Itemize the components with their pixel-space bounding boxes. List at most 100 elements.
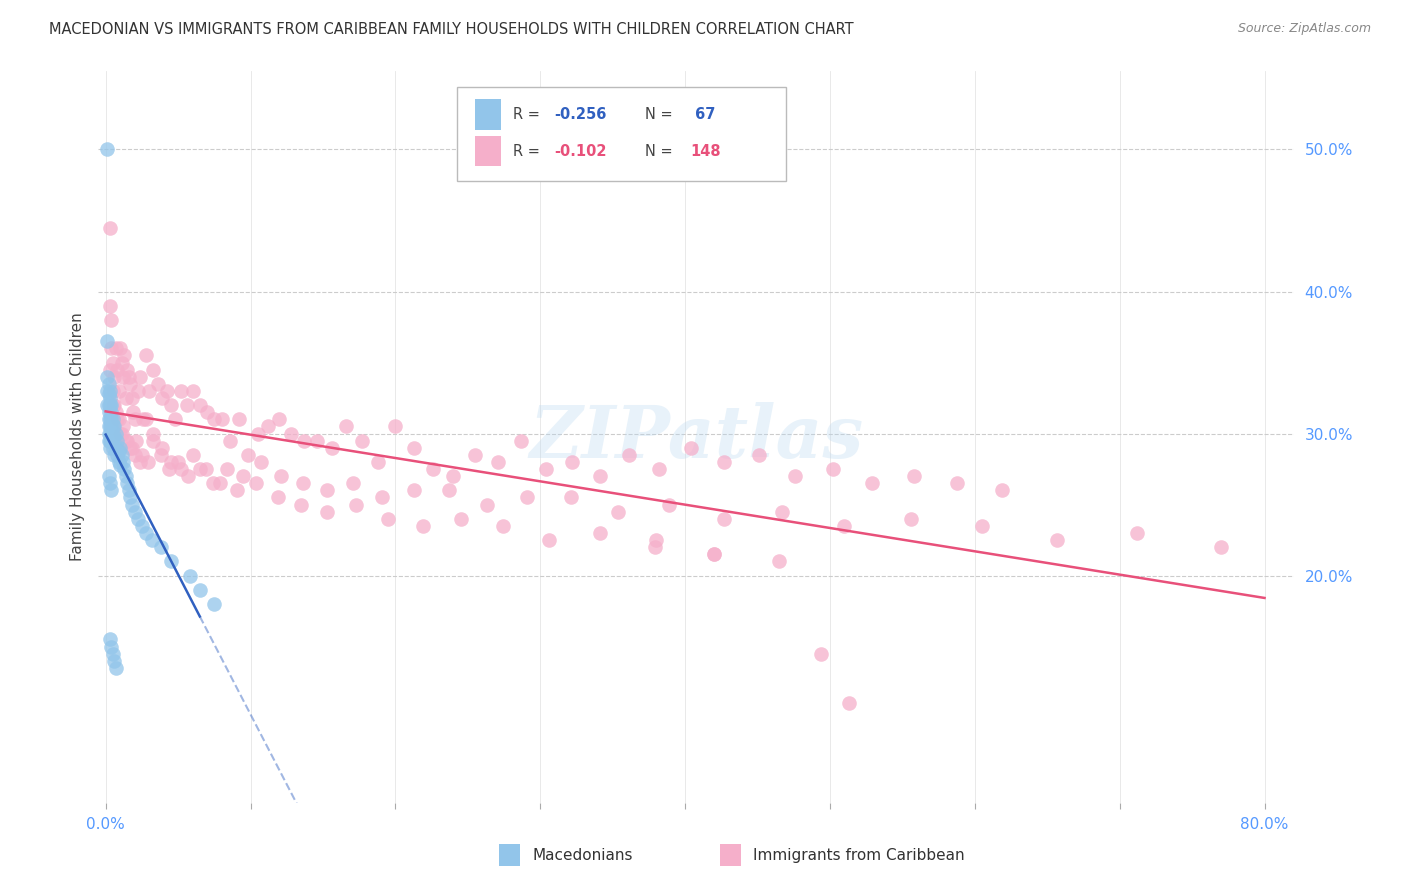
Point: [98, 412, 121, 426]
Point: [160, 455, 183, 469]
Point: [98, 299, 121, 313]
Point: [118, 483, 141, 498]
Point: [713, 455, 735, 469]
Point: [97, 426, 120, 441]
Point: [98, 434, 121, 448]
Point: [188, 398, 211, 412]
Point: [118, 369, 141, 384]
Point: [257, 419, 280, 434]
Point: [112, 369, 135, 384]
Point: [821, 462, 844, 476]
Point: [96, 398, 118, 412]
Point: [121, 391, 143, 405]
Text: N =: N =: [644, 144, 676, 159]
Point: [679, 441, 702, 455]
Point: [121, 441, 143, 455]
Point: [226, 483, 249, 498]
Point: [561, 455, 583, 469]
FancyBboxPatch shape: [499, 845, 520, 866]
Point: [103, 398, 125, 412]
Text: 67: 67: [690, 107, 716, 122]
Point: [100, 398, 122, 412]
Point: [108, 458, 131, 472]
Point: [475, 498, 498, 512]
Point: [768, 554, 790, 568]
Point: [120, 491, 142, 505]
Point: [112, 419, 135, 434]
Point: [105, 362, 128, 376]
Point: [367, 455, 389, 469]
Point: [157, 462, 180, 476]
Point: [217, 462, 239, 476]
Point: [149, 448, 172, 462]
Point: [219, 434, 242, 448]
Point: [176, 398, 198, 412]
Point: [100, 405, 122, 419]
Point: [114, 348, 136, 362]
Point: [104, 341, 127, 355]
Point: [115, 434, 138, 448]
Point: [100, 412, 122, 426]
Point: [464, 448, 486, 462]
Point: [141, 533, 163, 547]
Point: [115, 469, 138, 483]
Point: [648, 462, 671, 476]
Point: [104, 441, 127, 455]
Point: [100, 341, 122, 355]
Point: [377, 512, 399, 526]
Point: [537, 533, 560, 547]
Point: [103, 429, 125, 443]
Point: [112, 455, 135, 469]
Point: [117, 434, 139, 448]
Point: [1209, 540, 1232, 554]
Point: [108, 341, 131, 355]
Point: [534, 462, 557, 476]
Text: -0.256: -0.256: [554, 107, 606, 122]
Point: [179, 568, 201, 582]
Point: [97, 405, 120, 419]
Point: [155, 384, 177, 398]
Point: [1046, 533, 1069, 547]
Point: [321, 441, 343, 455]
Point: [98, 391, 121, 405]
Point: [110, 448, 132, 462]
Point: [98, 441, 121, 455]
Point: [107, 412, 129, 426]
Point: [98, 419, 121, 434]
Point: [211, 412, 233, 426]
Point: [96, 384, 118, 398]
Point: [713, 512, 735, 526]
Point: [115, 391, 138, 405]
Point: [98, 362, 121, 376]
Point: [770, 505, 793, 519]
Point: [101, 419, 124, 434]
Point: [101, 412, 124, 426]
Point: [703, 547, 725, 561]
Point: [181, 384, 204, 398]
Point: [107, 455, 129, 469]
Point: [124, 505, 146, 519]
Point: [160, 554, 183, 568]
Point: [316, 505, 339, 519]
Text: MACEDONIAN VS IMMIGRANTS FROM CARIBBEAN FAMILY HOUSEHOLDS WITH CHILDREN CORRELAT: MACEDONIAN VS IMMIGRANTS FROM CARIBBEAN …: [49, 22, 853, 37]
Point: [900, 512, 922, 526]
Point: [290, 498, 312, 512]
Point: [269, 412, 291, 426]
Point: [352, 434, 374, 448]
Point: [946, 476, 969, 491]
Point: [607, 505, 630, 519]
Point: [291, 476, 314, 491]
Point: [101, 398, 124, 412]
Text: ZIPatlas: ZIPatlas: [529, 401, 863, 473]
Point: [103, 448, 125, 462]
Point: [292, 434, 315, 448]
Point: [588, 525, 610, 540]
Point: [114, 462, 136, 476]
Text: R =: R =: [513, 144, 544, 159]
FancyBboxPatch shape: [720, 845, 741, 866]
FancyBboxPatch shape: [475, 136, 501, 167]
Point: [422, 462, 444, 476]
Point: [104, 405, 127, 419]
Point: [270, 469, 292, 483]
Point: [181, 448, 204, 462]
